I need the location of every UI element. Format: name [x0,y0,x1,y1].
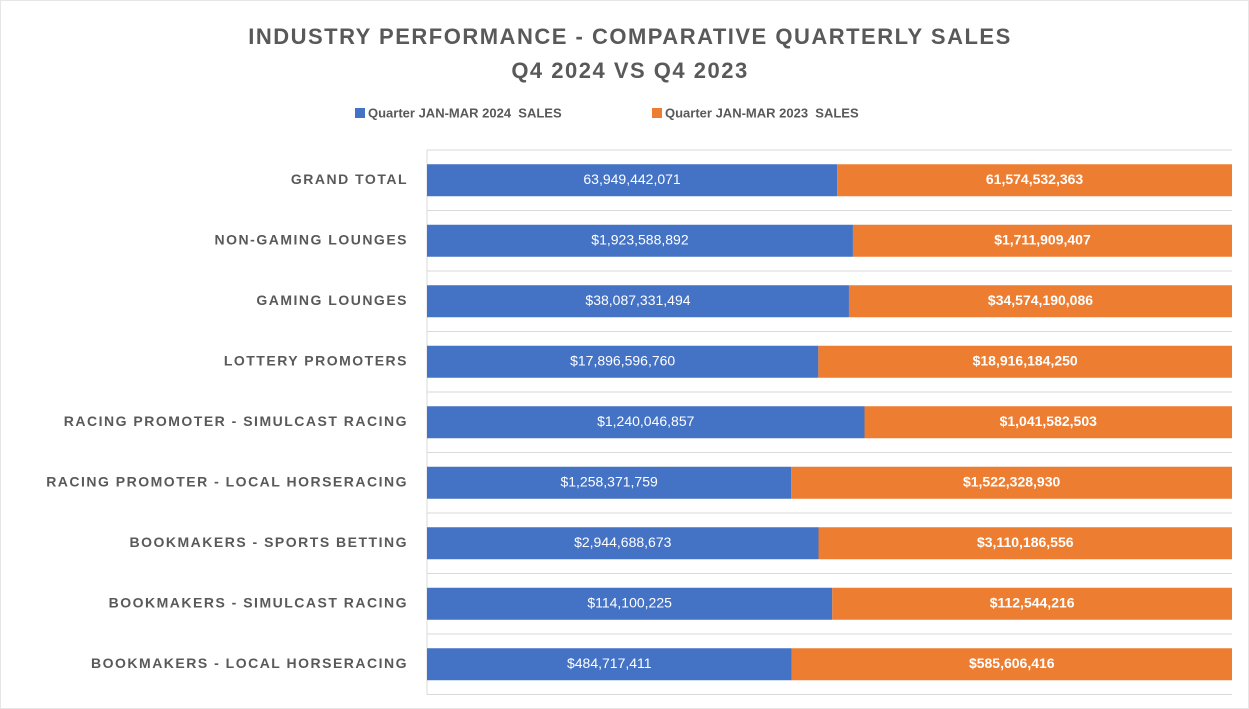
bar-segment [427,224,853,257]
category-label: BOOKMAKERS - LOCAL HORSERACING [91,655,408,671]
category-label: NON-GAMING LOUNGES [215,231,408,247]
value-label: $484,717,411 [567,655,652,671]
value-label: 63,949,442,071 [583,171,681,187]
legend-label: Quarter JAN-MAR 2023 SALES [665,105,859,120]
category-label: BOOKMAKERS - SIMULCAST RACING [109,594,408,610]
bar-segment [427,164,838,197]
bar-segment [818,527,1232,560]
bar-segment [427,527,819,560]
bar-segment [852,224,1232,257]
category-label: BOOKMAKERS - SPORTS BETTING [129,534,408,550]
value-label: $17,896,596,760 [570,352,675,368]
value-label: $112,544,216 [990,594,1075,610]
legend-swatch [355,108,365,118]
value-label: 61,574,532,363 [986,171,1084,187]
category-label: RACING PROMOTER - LOCAL HORSERACING [46,473,408,489]
category-label: RACING PROMOTER - SIMULCAST RACING [64,413,408,429]
category-label: GRAND TOTAL [291,171,408,187]
legend-label: Quarter JAN-MAR 2024 SALES [368,105,562,120]
bar-segment [864,406,1232,439]
value-label: $1,258,371,759 [560,473,658,489]
bar-segment [427,406,865,439]
value-label: $1,711,909,407 [994,231,1091,247]
category-label: GAMING LOUNGES [256,292,408,308]
value-label: $1,923,588,892 [591,231,689,247]
bar-segment [427,587,833,620]
value-label: $38,087,331,494 [585,292,690,308]
category-label: LOTTERY PROMOTERS [224,352,408,368]
value-label: $34,574,190,086 [988,292,1093,308]
value-label: $1,522,328,930 [963,473,1061,489]
bar-segment [791,648,1232,681]
value-label: $1,041,582,503 [1000,413,1098,429]
value-label: $18,916,184,250 [973,352,1078,368]
bar-segment [791,466,1232,499]
bar-segment [818,345,1232,378]
bar-segment [427,648,792,681]
bar-segment [427,345,819,378]
value-label: $3,110,186,556 [977,534,1074,550]
bar-segment [427,285,849,318]
value-label: $2,944,688,673 [574,534,672,550]
legend-swatch [652,108,662,118]
value-label: $1,240,046,857 [597,413,695,429]
bar-segment [832,587,1232,620]
value-label: $114,100,225 [587,594,672,610]
bar-segment [427,466,792,499]
chart-subtitle: Q4 2024 VS Q4 2023 [511,58,748,83]
value-label: $585,606,416 [969,655,1055,671]
chart-title: INDUSTRY PERFORMANCE - COMPARATIVE QUART… [248,24,1012,49]
bar-segment [848,285,1232,318]
bar-segment [837,164,1232,197]
